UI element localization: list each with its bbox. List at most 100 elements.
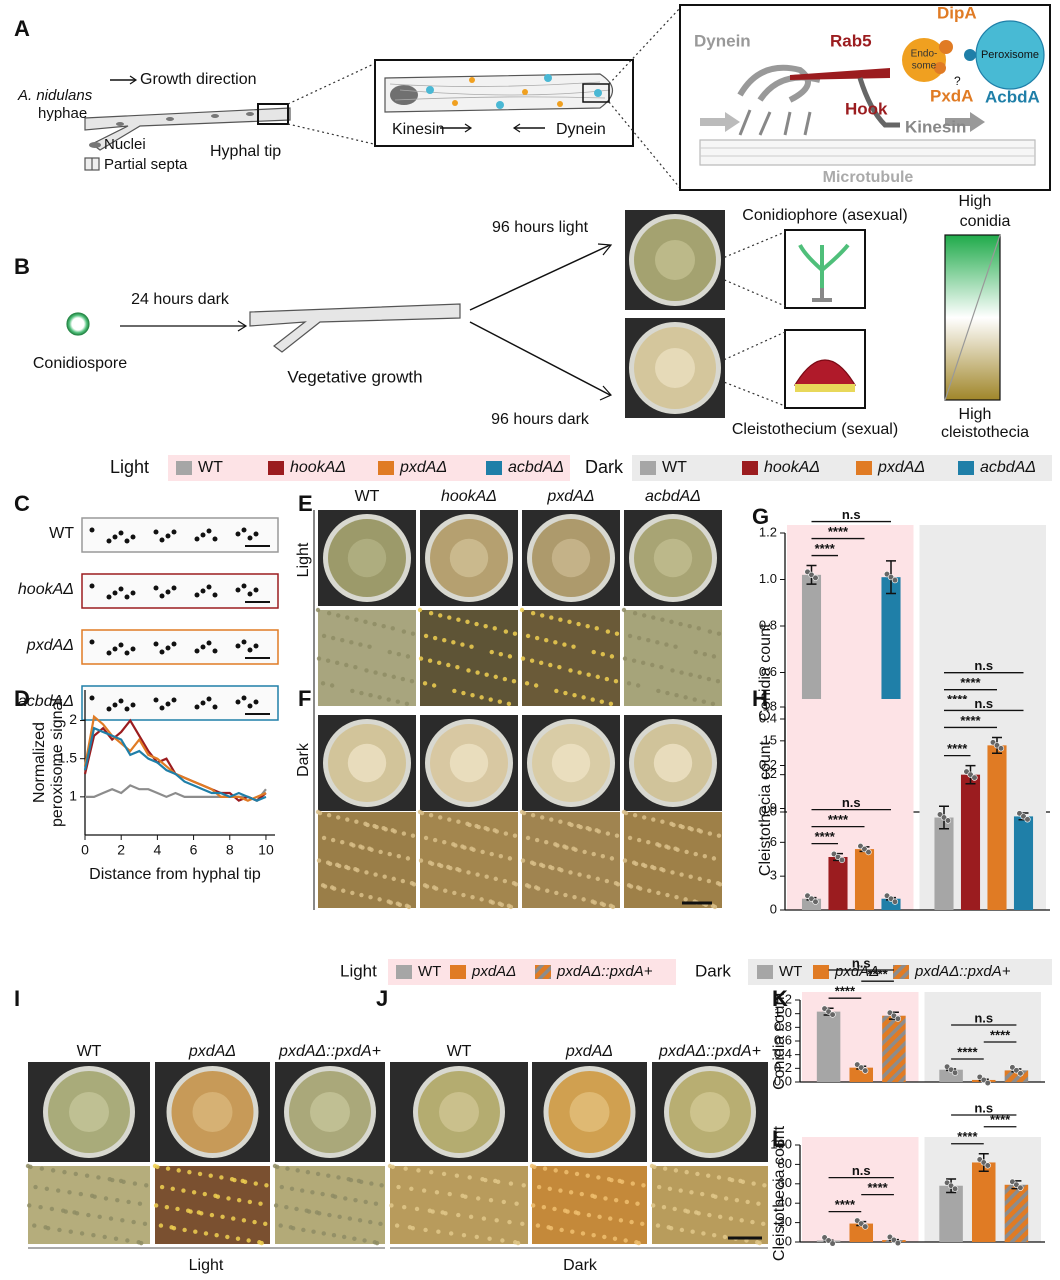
legend-swatch bbox=[742, 461, 758, 475]
texture bbox=[306, 1209, 312, 1214]
texture bbox=[684, 849, 689, 855]
texture bbox=[289, 1186, 295, 1191]
texture bbox=[337, 863, 342, 869]
texture bbox=[701, 1231, 706, 1236]
texture bbox=[559, 868, 564, 873]
texture bbox=[587, 827, 592, 832]
texture bbox=[626, 681, 632, 686]
panel-label: E bbox=[298, 491, 313, 516]
peroxisome-dot bbox=[235, 699, 241, 705]
texture bbox=[700, 1191, 705, 1197]
texture bbox=[397, 902, 403, 907]
texture bbox=[586, 1212, 592, 1218]
texture bbox=[745, 1199, 750, 1205]
texture bbox=[236, 1197, 242, 1203]
texture bbox=[165, 1166, 171, 1171]
texture bbox=[520, 656, 526, 661]
texture bbox=[495, 1179, 501, 1184]
texture bbox=[565, 1209, 570, 1214]
y-tick-label: 0.8 bbox=[774, 1019, 792, 1034]
texture bbox=[337, 1214, 342, 1220]
replicate-dot bbox=[862, 1223, 869, 1230]
texture bbox=[621, 607, 627, 613]
texture bbox=[574, 1171, 580, 1177]
texture bbox=[317, 810, 323, 816]
peroxisome-dot bbox=[212, 648, 218, 654]
texture bbox=[78, 1191, 84, 1197]
texture bbox=[494, 1218, 499, 1223]
texture bbox=[591, 851, 596, 857]
replicate-dot bbox=[971, 774, 978, 781]
texture bbox=[44, 1186, 50, 1191]
significance-label: **** bbox=[828, 524, 849, 539]
peroxisome-dot bbox=[235, 643, 241, 649]
replicate-dot bbox=[862, 1067, 869, 1074]
texture bbox=[321, 1231, 326, 1236]
texture bbox=[581, 897, 586, 902]
texture bbox=[369, 847, 374, 852]
texture bbox=[660, 617, 665, 622]
texture bbox=[740, 1179, 746, 1184]
texture bbox=[542, 1166, 548, 1171]
peroxisome-dot bbox=[200, 532, 206, 538]
bar bbox=[939, 1185, 963, 1242]
texture bbox=[629, 1219, 634, 1225]
texture bbox=[316, 656, 322, 661]
texture bbox=[503, 831, 509, 836]
peroxisome-dot bbox=[153, 585, 159, 591]
texture bbox=[447, 817, 452, 822]
texture bbox=[63, 1209, 68, 1214]
texture bbox=[494, 829, 499, 834]
texture bbox=[706, 676, 712, 682]
texture bbox=[604, 676, 610, 682]
texture bbox=[432, 635, 438, 641]
peroxisome-dot bbox=[200, 700, 206, 706]
legend-label: pxdAΔ bbox=[877, 459, 925, 476]
texture bbox=[326, 1173, 331, 1178]
texture bbox=[602, 1234, 607, 1240]
label: hyphae bbox=[38, 105, 87, 122]
texture bbox=[253, 1181, 258, 1186]
texture bbox=[488, 697, 493, 702]
texture bbox=[657, 843, 662, 848]
texture bbox=[628, 884, 634, 889]
texture bbox=[479, 695, 484, 700]
texture bbox=[443, 888, 448, 893]
x-axis-label: Distance from hyphal tip bbox=[89, 866, 261, 883]
texture bbox=[568, 1190, 574, 1195]
legend-label: WT bbox=[418, 963, 441, 980]
peroxisome-dot bbox=[89, 639, 95, 645]
photo-zoom bbox=[155, 1166, 270, 1244]
texture bbox=[499, 902, 505, 907]
peroxisome-dot bbox=[153, 529, 159, 535]
colony-center bbox=[439, 1092, 479, 1132]
texture bbox=[488, 1197, 494, 1203]
texture bbox=[512, 833, 518, 838]
texture bbox=[137, 1201, 143, 1206]
texture bbox=[164, 1204, 170, 1210]
texture bbox=[474, 621, 479, 627]
legend-swatch bbox=[268, 461, 284, 475]
texture bbox=[540, 815, 545, 820]
texture bbox=[442, 840, 447, 845]
texture bbox=[702, 854, 708, 859]
texture bbox=[643, 863, 648, 869]
peroxisome-dot bbox=[106, 706, 112, 712]
label: conidia bbox=[960, 213, 1011, 230]
label: 96 hours dark bbox=[491, 411, 590, 428]
replicate-dot bbox=[894, 1239, 902, 1247]
texture bbox=[388, 900, 393, 905]
texture bbox=[391, 876, 396, 882]
texture bbox=[550, 865, 555, 871]
column-header: acbdAΔ bbox=[645, 488, 701, 505]
texture bbox=[673, 1168, 679, 1173]
texture bbox=[431, 683, 437, 688]
texture bbox=[624, 1199, 630, 1205]
y-tick-label: 60 bbox=[778, 1175, 792, 1190]
texture bbox=[461, 1233, 467, 1238]
texture bbox=[646, 638, 651, 643]
texture bbox=[511, 678, 517, 684]
replicate-dot bbox=[838, 856, 846, 864]
texture bbox=[675, 847, 680, 852]
texture bbox=[717, 882, 723, 887]
